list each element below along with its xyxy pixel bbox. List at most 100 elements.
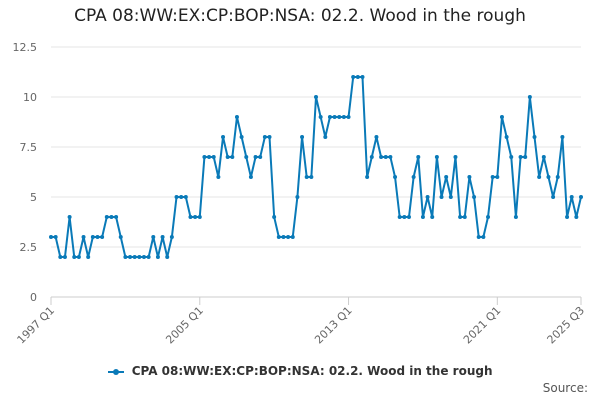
- data-point[interactable]: [202, 155, 207, 159]
- data-point[interactable]: [369, 155, 374, 159]
- data-point[interactable]: [137, 255, 142, 259]
- data-point[interactable]: [425, 195, 430, 199]
- data-point[interactable]: [360, 75, 365, 79]
- data-point[interactable]: [541, 155, 546, 159]
- data-point[interactable]: [169, 235, 174, 239]
- data-point[interactable]: [509, 155, 514, 159]
- series-layer[interactable]: [49, 75, 583, 259]
- data-point[interactable]: [365, 175, 370, 179]
- data-point[interactable]: [448, 195, 453, 199]
- data-point[interactable]: [420, 215, 425, 219]
- data-point[interactable]: [327, 115, 332, 119]
- data-point[interactable]: [532, 135, 537, 139]
- data-point[interactable]: [314, 95, 318, 99]
- data-point[interactable]: [546, 175, 551, 179]
- data-point[interactable]: [304, 175, 309, 179]
- data-point[interactable]: [569, 195, 574, 199]
- data-point[interactable]: [141, 255, 146, 259]
- data-point[interactable]: [183, 195, 188, 199]
- data-point[interactable]: [76, 255, 81, 259]
- data-point[interactable]: [472, 195, 477, 199]
- data-point[interactable]: [49, 235, 53, 239]
- data-point[interactable]: [155, 255, 160, 259]
- data-point[interactable]: [151, 235, 156, 239]
- data-point[interactable]: [72, 255, 77, 259]
- data-point[interactable]: [128, 255, 133, 259]
- data-point[interactable]: [109, 215, 114, 219]
- data-point[interactable]: [518, 155, 523, 159]
- data-point[interactable]: [221, 135, 226, 139]
- data-point[interactable]: [272, 215, 277, 219]
- data-point[interactable]: [555, 175, 560, 179]
- data-point[interactable]: [490, 175, 495, 179]
- data-point[interactable]: [462, 215, 467, 219]
- data-point[interactable]: [165, 255, 170, 259]
- data-point[interactable]: [67, 215, 72, 219]
- data-point[interactable]: [216, 175, 221, 179]
- data-point[interactable]: [346, 115, 351, 119]
- data-point[interactable]: [160, 235, 165, 239]
- data-point[interactable]: [100, 235, 105, 239]
- data-point[interactable]: [439, 195, 444, 199]
- data-point[interactable]: [81, 235, 86, 239]
- data-point[interactable]: [560, 135, 565, 139]
- data-point[interactable]: [234, 115, 239, 119]
- data-point[interactable]: [225, 155, 230, 159]
- data-point[interactable]: [379, 155, 384, 159]
- data-point[interactable]: [295, 195, 300, 199]
- data-point[interactable]: [188, 215, 193, 219]
- data-point[interactable]: [499, 115, 504, 119]
- data-point[interactable]: [53, 235, 58, 239]
- data-point[interactable]: [411, 175, 416, 179]
- data-point[interactable]: [276, 235, 281, 239]
- data-point[interactable]: [193, 215, 198, 219]
- data-point[interactable]: [258, 155, 263, 159]
- data-point[interactable]: [132, 255, 137, 259]
- data-point[interactable]: [95, 235, 100, 239]
- data-point[interactable]: [179, 195, 184, 199]
- credits-source[interactable]: Source:: [542, 381, 588, 395]
- data-point[interactable]: [467, 175, 472, 179]
- data-point[interactable]: [244, 155, 249, 159]
- data-point[interactable]: [309, 175, 314, 179]
- data-point[interactable]: [574, 215, 579, 219]
- data-point[interactable]: [351, 75, 356, 79]
- data-point[interactable]: [86, 255, 91, 259]
- data-point[interactable]: [62, 255, 67, 259]
- data-point[interactable]: [458, 215, 463, 219]
- data-point[interactable]: [579, 195, 583, 199]
- data-point[interactable]: [118, 235, 123, 239]
- data-point[interactable]: [230, 155, 235, 159]
- data-point[interactable]: [174, 195, 179, 199]
- data-point[interactable]: [495, 175, 500, 179]
- data-point[interactable]: [476, 235, 481, 239]
- data-point[interactable]: [527, 95, 532, 99]
- data-point[interactable]: [406, 215, 411, 219]
- data-point[interactable]: [481, 235, 486, 239]
- data-point[interactable]: [374, 135, 379, 139]
- data-point[interactable]: [332, 115, 337, 119]
- data-point[interactable]: [383, 155, 388, 159]
- data-point[interactable]: [290, 235, 295, 239]
- data-point[interactable]: [286, 235, 291, 239]
- data-point[interactable]: [90, 235, 95, 239]
- data-point[interactable]: [337, 115, 342, 119]
- data-point[interactable]: [211, 155, 216, 159]
- data-point[interactable]: [58, 255, 63, 259]
- data-point[interactable]: [551, 195, 556, 199]
- data-point[interactable]: [123, 255, 128, 259]
- legend[interactable]: CPA 08:WW:EX:CP:BOP:NSA: 02.2. Wood in t…: [0, 364, 600, 378]
- data-point[interactable]: [355, 75, 360, 79]
- data-point[interactable]: [318, 115, 323, 119]
- data-point[interactable]: [300, 135, 305, 139]
- data-point[interactable]: [402, 215, 407, 219]
- data-point[interactable]: [430, 215, 435, 219]
- data-point[interactable]: [393, 175, 398, 179]
- data-point[interactable]: [267, 135, 272, 139]
- data-point[interactable]: [388, 155, 393, 159]
- data-point[interactable]: [197, 215, 202, 219]
- data-point[interactable]: [248, 175, 253, 179]
- data-point[interactable]: [262, 135, 267, 139]
- data-point[interactable]: [416, 155, 421, 159]
- data-point[interactable]: [523, 155, 528, 159]
